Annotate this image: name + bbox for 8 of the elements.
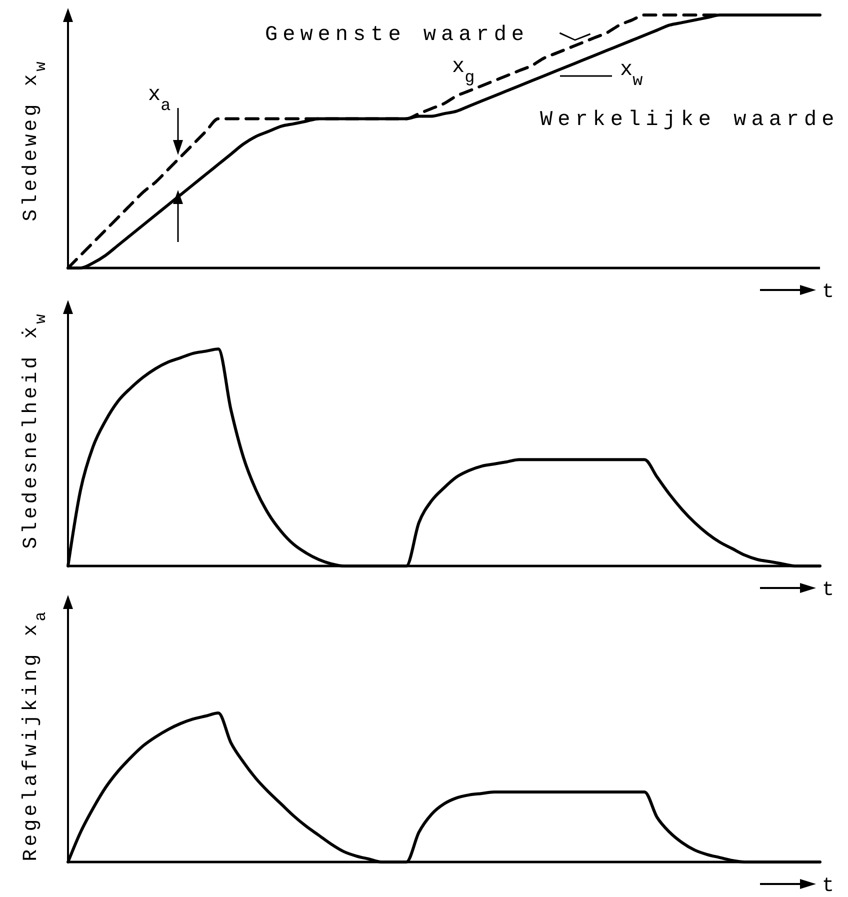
annotation: x$_{a}$ — [148, 84, 171, 116]
annotation: x$_{g}$ — [452, 56, 475, 88]
annotation: x$_{w}$ — [620, 59, 643, 90]
x-axis-title: t — [822, 281, 834, 304]
x-axis-title: t — [822, 579, 834, 602]
x-axis-title: t — [822, 875, 834, 897]
series-label: Werkelijke waarde — [540, 109, 840, 132]
legend-label: Gewenste waarde — [265, 24, 530, 47]
